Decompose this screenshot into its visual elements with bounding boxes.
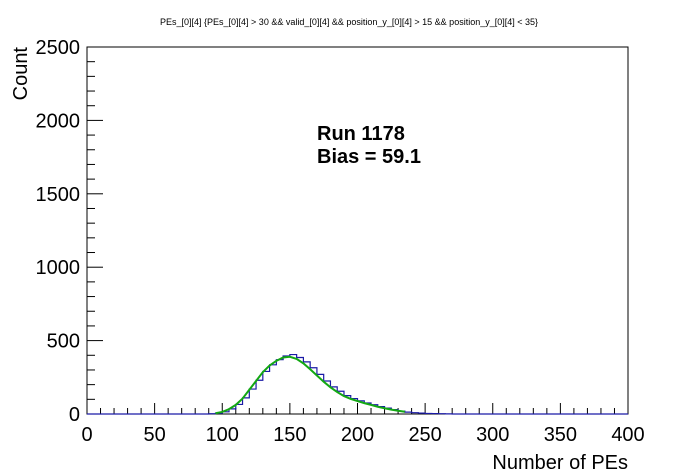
y-axis-label: Count: [10, 47, 32, 101]
fit-curve: [215, 355, 405, 415]
histogram-line: [87, 353, 628, 415]
histogram-series: [87, 353, 628, 415]
plot-frame: [86, 46, 629, 415]
x-tick-label: 50: [144, 424, 166, 446]
fit-series: [215, 355, 405, 415]
x-tick-label: 150: [273, 424, 306, 446]
y-tick-label: 2500: [36, 37, 81, 59]
y-tick-label: 1500: [36, 184, 81, 206]
annotation-run: Run 1178: [317, 123, 405, 145]
x-axis-label: Number of PEs: [492, 452, 628, 474]
y-tick-label: 2000: [36, 110, 81, 132]
y-tick-label: 1000: [36, 257, 81, 279]
x-tick-label: 300: [476, 424, 509, 446]
annotation-bias: Bias = 59.1: [317, 146, 421, 168]
x-tick-label: 350: [544, 424, 577, 446]
x-tick-label: 400: [611, 424, 644, 446]
y-tick-label: 0: [69, 404, 80, 426]
x-tick-label: 250: [408, 424, 441, 446]
plot-title: PEs_[0][4] {PEs_[0][4] > 30 && valid_[0]…: [160, 17, 538, 27]
x-tick-label: 100: [206, 424, 239, 446]
x-tick-label: 200: [341, 424, 374, 446]
x-tick-label: 0: [81, 424, 92, 446]
axis-ticks: 0 50 100 150 200 250 300 350 400 0 500 1000 1500 2000…: [36, 37, 645, 446]
y-tick-label: 500: [47, 331, 80, 353]
